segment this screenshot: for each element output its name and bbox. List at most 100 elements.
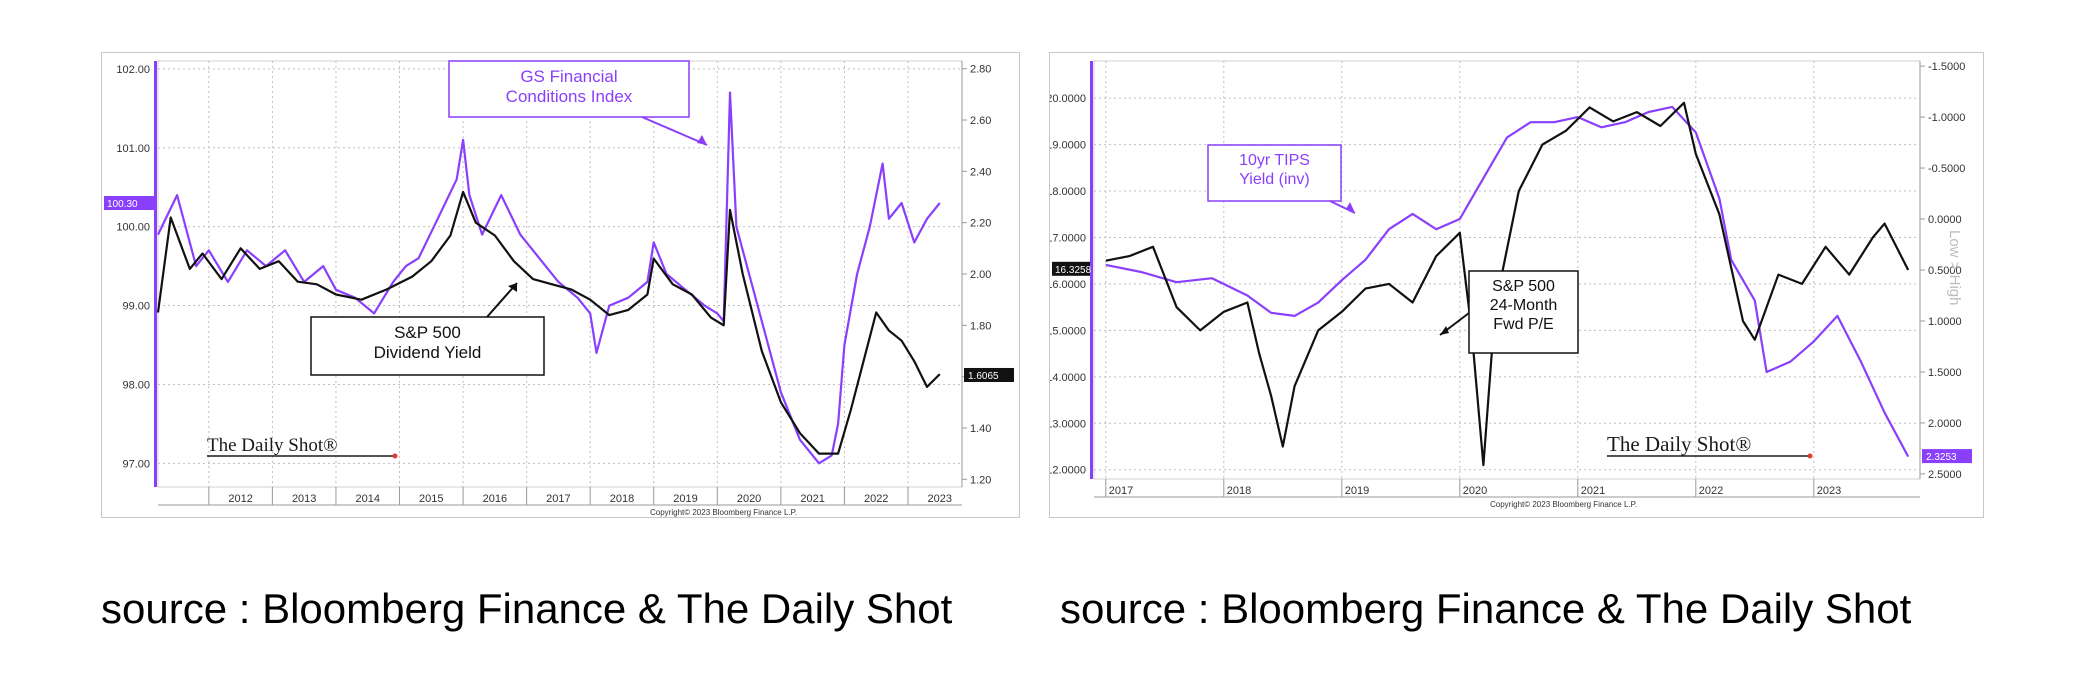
x-tick-label: 2016 [483,493,507,505]
left-tick-label: 102.00 [116,64,150,76]
series-label-text: GS Financial [520,67,617,86]
series-label-box [448,60,690,118]
chart-panel-left: 102.00 101.00 100.00 99.00 98.00 97.00 2.80 2.6… [101,52,1020,518]
series-label-text: 10yr TIPS [1239,152,1310,169]
last-value-right: 2.3253 [1926,452,1957,463]
left-tick-label: 14.0000 [1050,372,1086,384]
series-label-arrowhead [1346,202,1355,213]
source-caption-right: source : Bloomberg Finance & The Daily S… [1060,585,1912,632]
right-tick-label: 2.20 [970,218,991,230]
left-tick-label: 13.0000 [1050,418,1086,430]
left-tick-label: 20.0000 [1050,93,1086,105]
x-tick-label: 2022 [864,493,888,505]
last-value-tag-right [1922,449,1972,464]
chart-right: 20.0000 19.0000 18.0000 17.0000 16.0000 15.00… [1050,60,1972,509]
watermark-dot [1807,453,1813,459]
right-tick-label: 1.0000 [1928,316,1962,328]
x-tick-label: 2013 [292,493,316,505]
x-tick-label: 2021 [800,493,824,505]
right-tick-label: 1.80 [970,320,991,332]
series-line-1 [1105,101,1910,467]
watermark-dot [392,453,398,459]
right-tick-label: 0.0000 [1928,214,1962,226]
plot-frame [157,60,963,488]
copyright-text: Copyright© 2023 Bloomberg Finance L.P. [1490,500,1637,509]
left-tick-label: 16.0000 [1050,279,1086,291]
series-label-text: S&P 500 [1492,278,1555,295]
series-label-box [310,316,545,376]
series-label-text: Conditions Index [506,87,633,106]
x-tick-label: 2019 [673,493,697,505]
right-axis-label: Low > High [1946,230,1963,305]
plot-frame [1093,60,1921,480]
right-tick-label: 2.60 [970,115,991,127]
series-label-text: Yield (inv) [1239,171,1310,188]
series-label-arrowhead [697,135,707,145]
watermark: The Daily Shot® [1607,432,1751,456]
chart-panel-right: 20.0000 19.0000 18.0000 17.0000 16.0000 15.00… [1049,52,1984,518]
series-label-text: Dividend Yield [374,343,482,362]
series-label-box [1207,144,1342,202]
left-tick-label: 19.0000 [1050,140,1086,152]
series-line-0 [1105,105,1910,458]
last-value-tag-left [104,196,154,210]
x-tick-label: 2014 [355,493,379,505]
last-value-left: 16.3258 [1055,265,1092,276]
x-tick-label: 2020 [737,493,761,505]
x-tick-label: 2018 [1227,485,1251,497]
x-tick-label: 2020 [1463,485,1487,497]
series-label-arrow [641,116,708,146]
x-tick-label: 2017 [546,493,570,505]
left-tick-label: 12.0000 [1050,465,1086,477]
left-tick-label: 97.00 [122,458,150,470]
series-label-text: 24-Month [1490,297,1558,314]
right-tick-label: -0.5000 [1928,163,1965,175]
series-line-0 [157,91,941,465]
x-tick-label: 2017 [1109,485,1133,497]
right-tick-label: 1.40 [970,423,991,435]
left-tick-label: 101.00 [116,143,150,155]
series-label-text: S&P 500 [394,323,461,342]
x-tick-label: 2023 [928,493,952,505]
left-tick-label: 100.00 [116,222,150,234]
last-value-left: 100.30 [107,199,138,210]
series-label-0: 10yr TIPS Yield (inv) [1207,144,1356,214]
x-tick-label: 2023 [1817,485,1841,497]
right-tick-label: -1.0000 [1928,112,1965,124]
x-tick-label: 2022 [1699,485,1723,497]
left-tick-label: 18.0000 [1050,186,1086,198]
left-axis-bar [154,61,157,487]
series-label-1: S&P 500 24-Month Fwd P/E [1439,270,1579,354]
right-tick-label: 2.5000 [1928,469,1962,481]
series-label-arrow [486,282,518,318]
watermark: The Daily Shot® [207,435,338,456]
right-tick-label: 2.80 [970,64,991,76]
copyright-text: Copyright© 2023 Bloomberg Finance L.P. [650,508,797,517]
x-tick-label: 2015 [419,493,443,505]
series-line-1 [156,190,941,455]
chart-left: 102.00 101.00 100.00 99.00 98.00 97.00 2.80 2.6… [104,60,1014,517]
x-tick-label: 2019 [1345,485,1369,497]
right-tick-label: -1.5000 [1928,61,1965,73]
left-tick-label: 15.0000 [1050,325,1086,337]
x-tick-label: 2018 [610,493,634,505]
series-label-arrowhead [508,283,517,292]
last-value-tag-right [964,367,1014,382]
left-tick-label: 17.0000 [1050,232,1086,244]
right-tick-label: 1.20 [970,474,991,486]
source-caption-left: source : Bloomberg Finance & The Daily S… [101,585,953,632]
right-tick-label: 1.5000 [1928,367,1962,379]
left-axis-bar [1090,61,1093,479]
x-tick-label: 2021 [1581,485,1605,497]
right-tick-label: 0.5000 [1928,265,1962,277]
right-tick-label: 2.40 [970,166,991,178]
right-tick-label: 2.00 [970,269,991,281]
left-tick-label: 99.00 [122,301,150,313]
left-tick-label: 98.00 [122,379,150,391]
last-value-right: 1.6065 [968,371,999,382]
series-label-box [1468,270,1579,354]
series-label-arrowhead [1440,326,1449,335]
series-label-text: Fwd P/E [1493,316,1553,333]
